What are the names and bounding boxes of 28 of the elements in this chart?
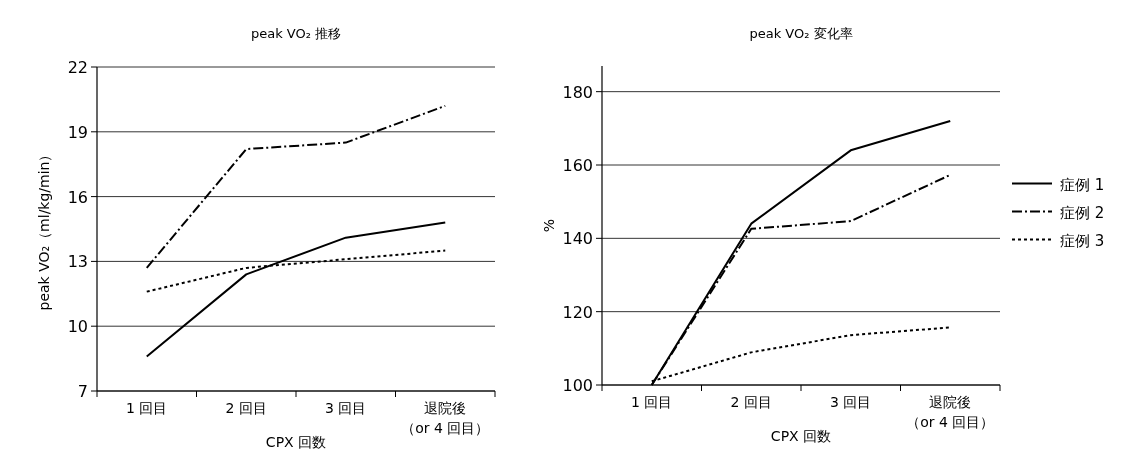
chart-title: peak VO₂ 推移 — [250, 26, 342, 41]
legend-label: 症例 3 — [1060, 231, 1105, 250]
legend-label: 症例 1 — [1060, 175, 1105, 194]
x-tick-label: 3 回目 — [830, 394, 872, 410]
y-tick-label: 140 — [562, 229, 593, 249]
y-tick-label: 100 — [562, 376, 593, 395]
y-tick-label: 10 — [67, 317, 88, 337]
x-tick-label: 2 回目 — [225, 400, 267, 416]
chart-title: peak VO₂ 変化率 — [749, 26, 853, 41]
y-tick-label: 22 — [67, 58, 88, 77]
legend-label: 症例 2 — [1060, 203, 1105, 222]
y-tick-label: 7 — [77, 382, 88, 401]
x-axis-title: CPX 回数 — [770, 428, 832, 444]
y-tick-label: 13 — [67, 252, 88, 272]
x-tick-label: 退院後（or 4 回目） — [906, 394, 995, 430]
y-tick-label: 19 — [67, 122, 88, 142]
y-tick-label: 180 — [562, 82, 593, 102]
x-tick-label: 3 回目 — [325, 400, 367, 416]
x-axis-title: CPX 回数 — [265, 434, 327, 450]
x-tick-label: 退院後（or 4 回目） — [401, 400, 490, 436]
y-tick-label: 16 — [67, 187, 88, 207]
x-tick-label: 2 回目 — [730, 394, 772, 410]
y-axis-title: % — [541, 218, 557, 233]
x-tick-label: 1 回目 — [631, 394, 673, 410]
y-tick-label: 160 — [562, 156, 593, 175]
x-tick-label: 1 回目 — [126, 400, 168, 416]
y-tick-label: 120 — [562, 302, 593, 322]
y-axis-title: peak VO₂（ml/kg/min） — [36, 147, 52, 311]
